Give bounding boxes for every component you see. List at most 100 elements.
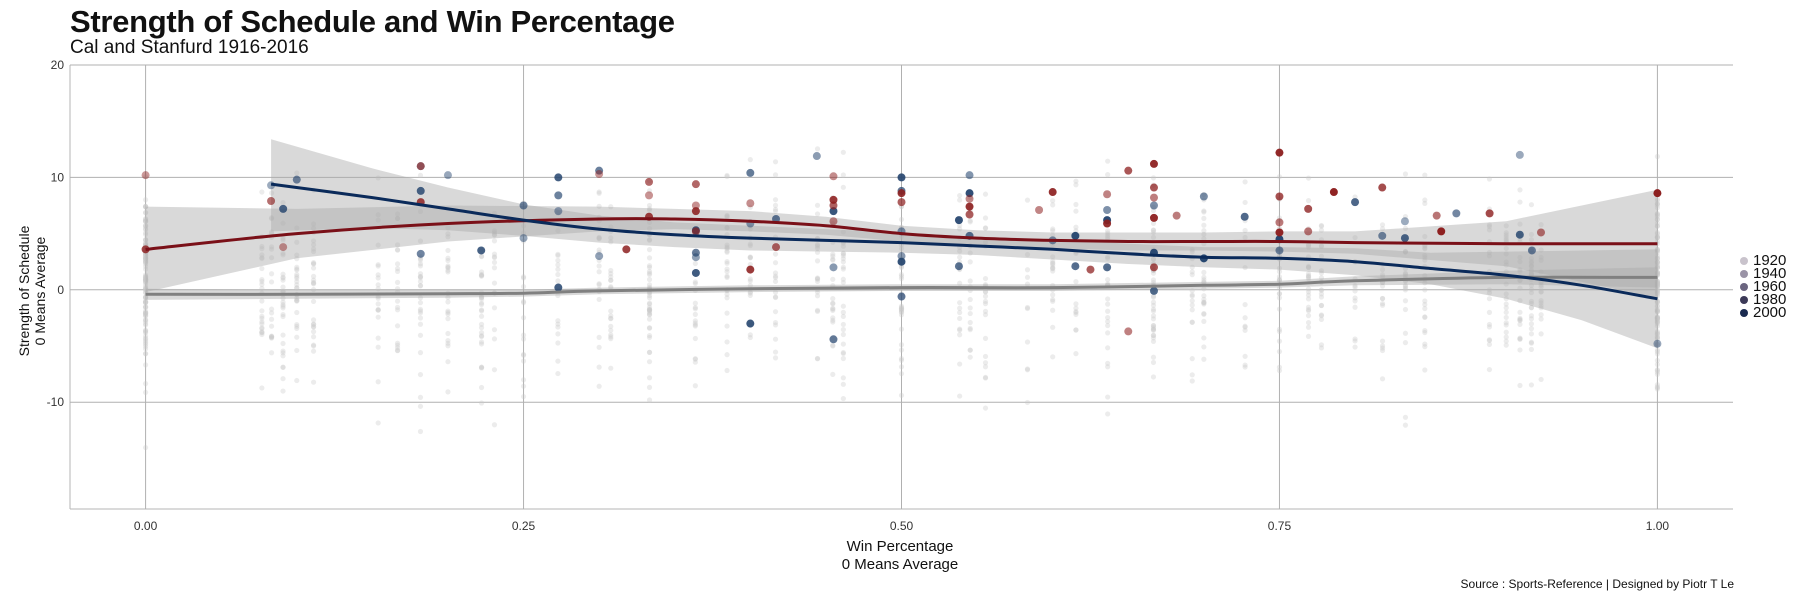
background-point (692, 383, 698, 389)
background-point (898, 309, 905, 315)
background-point (280, 364, 286, 370)
background-point (840, 172, 846, 178)
background-point (1024, 305, 1031, 312)
background-point (747, 255, 753, 261)
background-point (1654, 262, 1661, 268)
background-point (840, 229, 846, 235)
background-point (142, 255, 149, 261)
background-point (142, 317, 149, 323)
background-point (982, 374, 989, 380)
background-point (1538, 284, 1544, 290)
background-point (1538, 282, 1544, 288)
background-point (1379, 345, 1386, 351)
background-point (1654, 234, 1661, 241)
background-point (1105, 255, 1111, 261)
background-point (280, 353, 286, 359)
background-point (898, 271, 905, 278)
background-point (982, 335, 989, 341)
background-point (1654, 260, 1661, 266)
background-point (394, 247, 401, 253)
background-point (1503, 262, 1509, 268)
background-point (967, 296, 973, 303)
background-point (1654, 330, 1661, 336)
background-point (814, 308, 821, 314)
background-point (772, 309, 779, 315)
background-point (280, 332, 286, 338)
background-point (394, 286, 401, 292)
background-point (898, 264, 905, 271)
background-point (1318, 302, 1325, 309)
background-point (724, 248, 730, 254)
background-point (1105, 234, 1111, 240)
background-point (555, 370, 561, 377)
background-point (830, 257, 836, 263)
background-point (142, 237, 149, 243)
background-point (1105, 281, 1111, 287)
cal-smooth-line (270, 182, 1658, 301)
background-point (724, 291, 730, 297)
background-point (840, 331, 846, 338)
background-point (1503, 301, 1509, 307)
background-point (445, 308, 451, 314)
background-point (1050, 258, 1056, 264)
background-point (1503, 251, 1509, 257)
background-point (1150, 277, 1157, 283)
background-point (982, 308, 989, 314)
background-point (1189, 307, 1195, 313)
background-point (1150, 323, 1157, 329)
background-point (1422, 298, 1428, 304)
background-point (1276, 285, 1283, 291)
background-point (1503, 238, 1509, 244)
background-point (1654, 283, 1661, 289)
background-point (294, 295, 300, 302)
background-point (1503, 334, 1509, 340)
background-point (747, 282, 753, 289)
background-point (1352, 298, 1358, 304)
background-point (1422, 257, 1428, 263)
cal-point (1103, 206, 1112, 215)
stanford-point (141, 171, 150, 180)
background-point (1654, 283, 1661, 289)
background-point (1486, 366, 1493, 373)
background-point (898, 273, 905, 280)
background-point (1150, 326, 1157, 333)
background-point (982, 312, 989, 318)
background-point (692, 318, 698, 324)
background-point (478, 308, 485, 314)
background-point (1105, 364, 1111, 370)
background-point (1305, 264, 1312, 270)
background-point (1528, 325, 1535, 332)
background-point (294, 321, 300, 328)
background-point (1050, 297, 1056, 303)
background-point (491, 367, 498, 373)
background-point (724, 245, 730, 252)
background-point (608, 316, 614, 322)
cal-point (554, 283, 563, 292)
background-point (772, 278, 779, 285)
background-point (268, 229, 275, 235)
background-point (1654, 319, 1661, 325)
background-point (692, 279, 698, 285)
background-point (142, 389, 149, 396)
background-point (1189, 302, 1195, 308)
background-point (840, 321, 846, 328)
cal-point (554, 207, 563, 216)
background-point (1528, 313, 1535, 319)
background-point (142, 312, 149, 318)
background-point (1654, 321, 1661, 327)
cal-point (595, 166, 604, 175)
background-point (1528, 298, 1535, 304)
background-point (957, 327, 963, 333)
background-point (142, 174, 149, 180)
background-point (608, 332, 614, 338)
background-point (310, 221, 317, 227)
background-point (1654, 269, 1661, 276)
background-point (142, 304, 149, 310)
background-point (957, 197, 963, 203)
background-point (394, 247, 401, 253)
stanford-point (1485, 209, 1494, 218)
background-point (394, 323, 401, 329)
background-point (646, 264, 653, 270)
background-point (1503, 314, 1509, 321)
